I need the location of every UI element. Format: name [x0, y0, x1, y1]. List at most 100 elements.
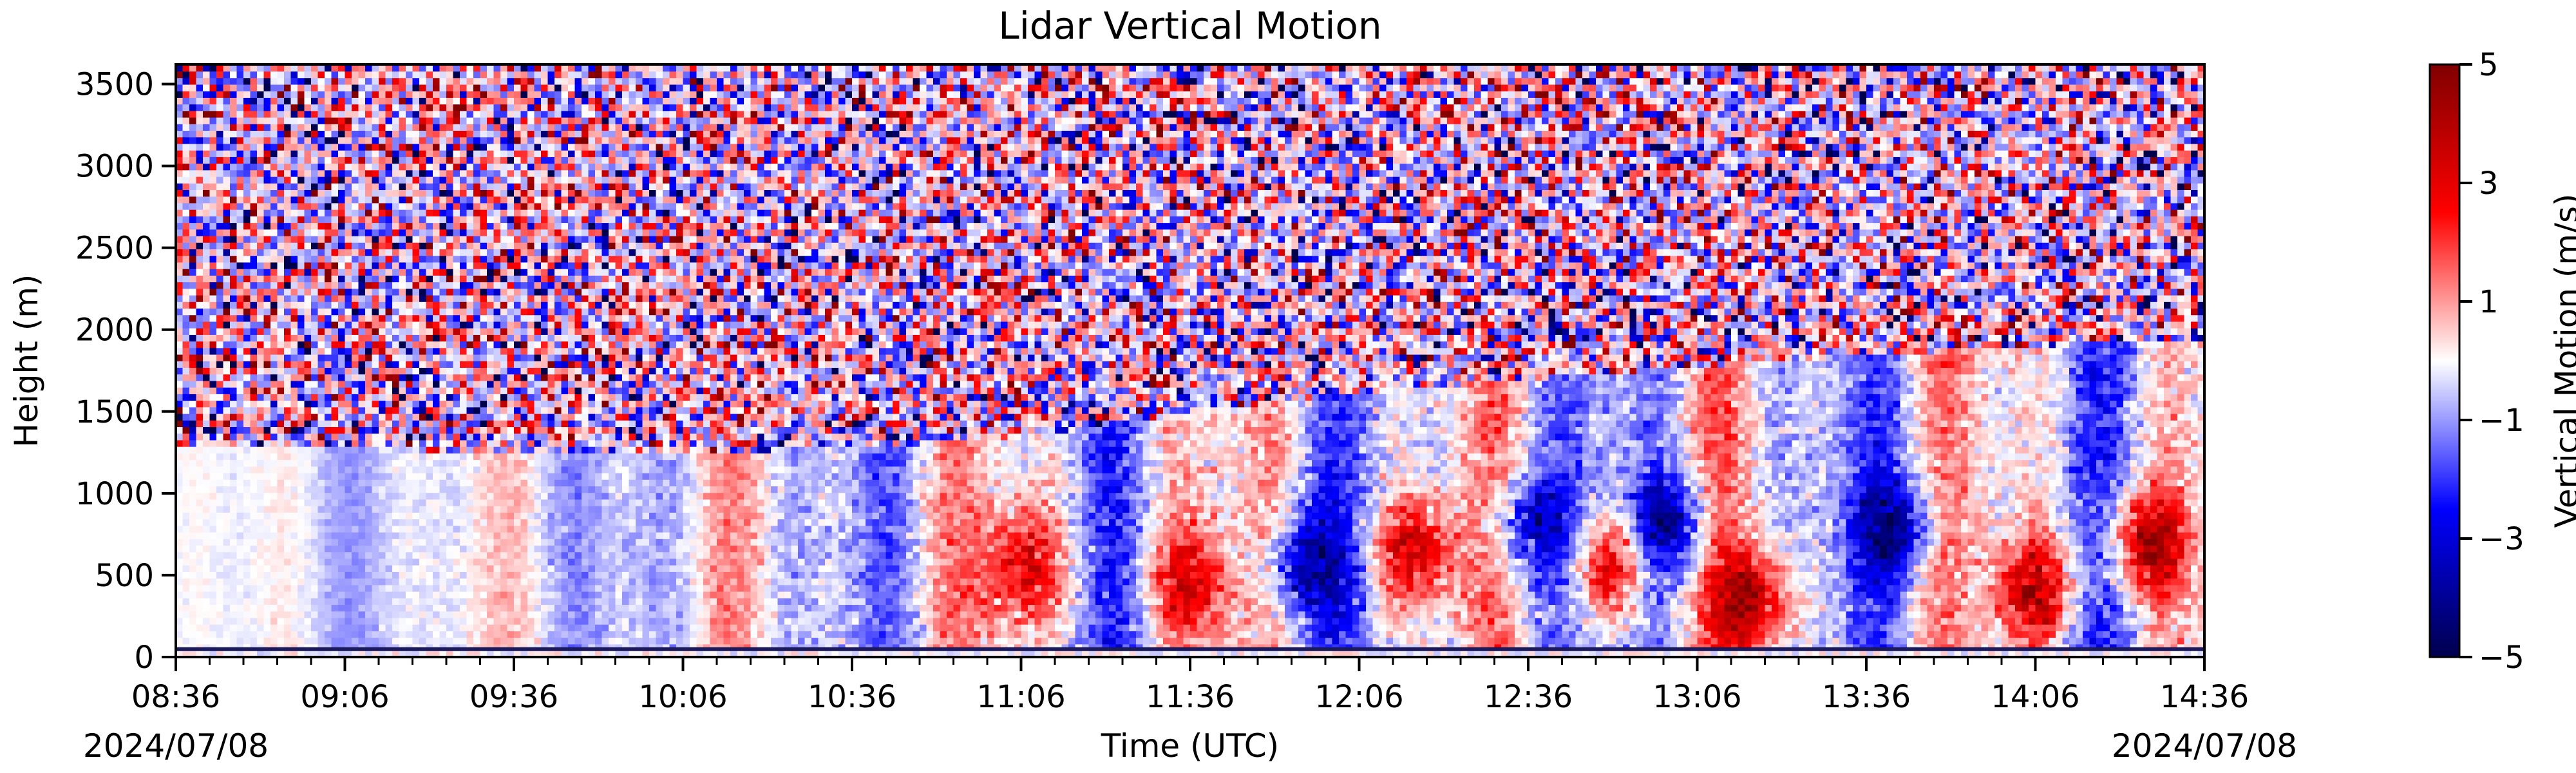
heatmap-cell — [480, 294, 488, 302]
heatmap-cell — [304, 479, 312, 487]
heatmap-cell — [392, 584, 400, 592]
heatmap-cell — [345, 314, 352, 322]
heatmap-cell — [392, 545, 400, 553]
heatmap-cell — [304, 130, 312, 138]
heatmap-cell — [270, 439, 278, 447]
heatmap-cell — [311, 406, 319, 414]
heatmap-cell — [317, 169, 325, 177]
heatmap-cell — [412, 169, 420, 177]
heatmap-cell — [466, 294, 474, 302]
heatmap-cell — [412, 420, 420, 428]
heatmap-cell — [392, 235, 400, 243]
heatmap-cell — [487, 604, 495, 612]
heatmap-cell — [392, 637, 400, 645]
heatmap-cell — [412, 499, 420, 506]
heatmap-cell — [480, 519, 488, 526]
heatmap-cell — [534, 584, 542, 592]
heatmap-cell — [263, 314, 271, 322]
heatmap-cell — [372, 459, 379, 467]
heatmap-cell — [352, 519, 359, 526]
heatmap-cell — [196, 169, 204, 177]
heatmap-cell — [304, 255, 312, 263]
heatmap-cell — [338, 650, 346, 658]
heatmap-cell — [304, 301, 312, 309]
heatmap-cell — [236, 110, 244, 118]
heatmap-cell — [284, 584, 292, 592]
heatmap-cell — [365, 301, 373, 309]
heatmap-cell — [284, 479, 292, 487]
heatmap-cell — [487, 446, 495, 453]
heatmap-cell — [433, 512, 440, 520]
heatmap-cell — [480, 242, 488, 250]
heatmap-cell — [379, 637, 386, 645]
heatmap-cell — [480, 222, 488, 230]
heatmap-cell — [209, 439, 217, 447]
heatmap-cell — [365, 631, 373, 638]
heatmap-cell — [534, 196, 542, 204]
heatmap-cell — [480, 347, 488, 355]
heatmap-cell — [399, 90, 406, 98]
heatmap-cell — [189, 235, 197, 243]
heatmap-cell — [257, 282, 265, 289]
heatmap-cell — [196, 308, 204, 316]
heatmap-cell — [520, 130, 528, 138]
heatmap-cell — [493, 631, 501, 638]
heatmap-cell — [352, 479, 359, 487]
heatmap-cell — [182, 90, 190, 98]
heatmap-cell — [433, 189, 440, 197]
heatmap-cell — [520, 650, 528, 658]
heatmap-cell — [473, 380, 481, 388]
heatmap-cell — [203, 169, 211, 177]
heatmap-cell — [257, 650, 265, 658]
heatmap-cell — [460, 558, 468, 566]
heatmap-cell — [196, 604, 204, 612]
heatmap-cell — [338, 571, 346, 579]
heatmap-cell — [480, 104, 488, 111]
heatmap-cell — [419, 71, 427, 79]
heatmap-cell — [352, 176, 359, 184]
heatmap-cell — [203, 617, 211, 625]
heatmap-cell — [392, 229, 400, 236]
heatmap-cell — [473, 433, 481, 441]
heatmap-cell — [250, 268, 258, 276]
heatmap-cell — [182, 361, 190, 368]
heatmap-cell — [453, 564, 460, 572]
heatmap-cell — [487, 242, 495, 250]
heatmap-cell — [216, 163, 224, 171]
heatmap-cell — [412, 551, 420, 559]
heatmap-cell — [216, 466, 224, 473]
heatmap-cell — [433, 64, 440, 72]
heatmap-cell — [304, 334, 312, 342]
heatmap-cell — [406, 519, 413, 526]
heatmap-cell — [304, 235, 312, 243]
heatmap-cell — [412, 394, 420, 401]
heatmap-cell — [243, 564, 251, 572]
heatmap-cell — [284, 262, 292, 269]
heatmap-cell — [500, 439, 508, 447]
heatmap-cell — [453, 249, 460, 256]
heatmap-cell — [439, 90, 447, 98]
heatmap-cell — [527, 137, 535, 144]
heatmap-cell — [338, 486, 346, 493]
heatmap-cell — [453, 216, 460, 224]
heatmap-cell — [507, 262, 515, 269]
heatmap-cell — [541, 143, 549, 151]
heatmap-cell — [372, 130, 379, 138]
heatmap-cell — [290, 413, 298, 421]
heatmap-cell — [223, 209, 231, 216]
heatmap-cell — [277, 216, 285, 224]
heatmap-cell — [243, 453, 251, 461]
heatmap-cell — [446, 631, 454, 638]
heatmap-cell — [419, 321, 427, 329]
heatmap-cell — [412, 347, 420, 355]
heatmap-cell — [223, 624, 231, 631]
heatmap-cell — [196, 183, 204, 191]
heatmap-cell — [439, 367, 447, 375]
heatmap-cell — [493, 413, 501, 421]
heatmap-cell — [446, 163, 454, 171]
heatmap-cell — [243, 578, 251, 586]
heatmap-cell — [419, 406, 427, 414]
heatmap-cell — [223, 406, 231, 414]
heatmap-cell — [547, 571, 555, 579]
heatmap-cell — [453, 413, 460, 421]
